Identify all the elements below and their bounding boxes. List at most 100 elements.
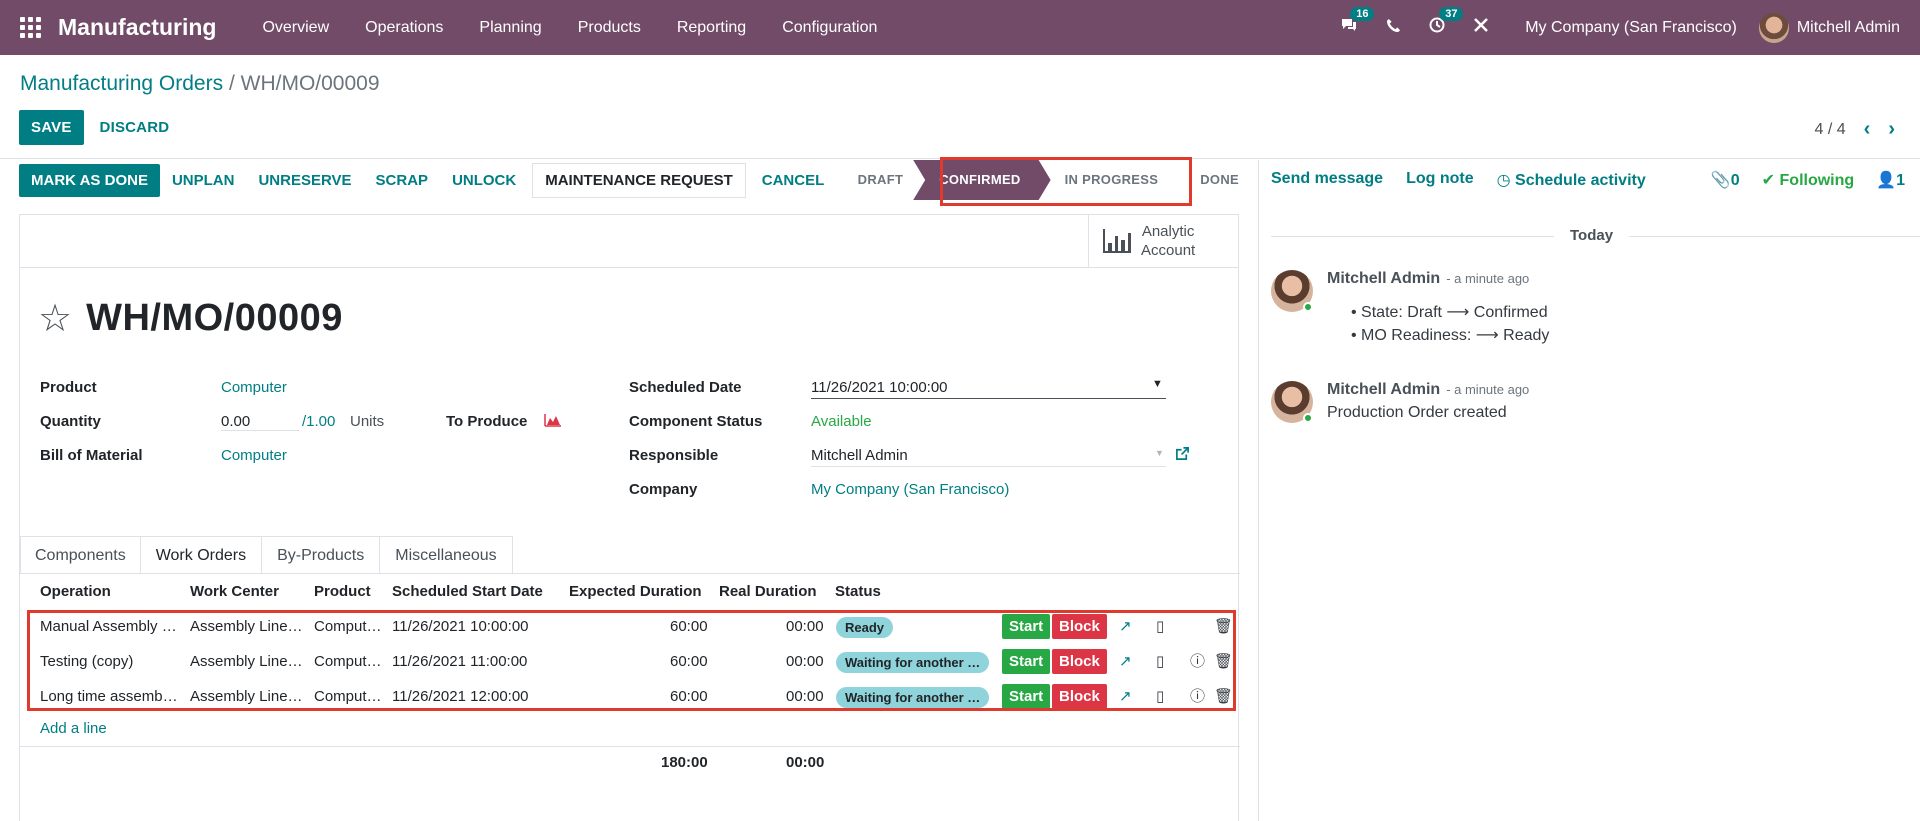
table-row[interactable]: Manual Assembly … Assembly Line… Comput……: [22, 609, 1234, 644]
tab-miscellaneous[interactable]: Miscellaneous: [379, 536, 513, 574]
cell-product: Comput…: [314, 618, 382, 635]
pager-previous-icon[interactable]: ‹: [1863, 118, 1871, 140]
cell-start-date: 11/26/2021 11:00:00: [392, 653, 528, 670]
menu-planning[interactable]: Planning: [479, 18, 542, 36]
menu-reporting[interactable]: Reporting: [676, 18, 747, 36]
message-time: - a minute ago: [1446, 271, 1530, 286]
external-link-icon[interactable]: [1175, 446, 1190, 465]
open-external-icon[interactable]: ↗: [1119, 688, 1132, 705]
pager-value[interactable]: 4 / 4: [1814, 120, 1846, 138]
unreserve-button[interactable]: UNRESERVE: [258, 171, 352, 189]
smart-button-row: Analytic Account: [20, 215, 1238, 268]
pager-next-icon[interactable]: ›: [1888, 118, 1895, 140]
start-button[interactable]: Start: [1002, 649, 1051, 674]
schedule-activity-button[interactable]: ◷ Schedule activity: [1496, 172, 1646, 189]
main-menu: Overview Operations Planning Products Re…: [244, 19, 895, 37]
cell-expected-duration: 60:00: [670, 653, 708, 670]
menu-configuration[interactable]: Configuration: [782, 18, 878, 36]
menu-operations[interactable]: Operations: [365, 18, 444, 36]
tab-by-products[interactable]: By-Products: [261, 536, 381, 574]
tab-work-orders[interactable]: Work Orders: [139, 536, 263, 574]
block-button[interactable]: Block: [1052, 684, 1107, 709]
header-status[interactable]: Status: [835, 583, 881, 600]
stage-draft[interactable]: DRAFT: [857, 172, 904, 187]
menu-overview[interactable]: Overview: [262, 18, 330, 36]
block-button[interactable]: Block: [1052, 614, 1107, 639]
online-status-icon: [1303, 413, 1313, 423]
header-product[interactable]: Product: [314, 583, 371, 600]
save-button[interactable]: SAVE: [19, 110, 84, 145]
company-switcher[interactable]: My Company (San Francisco): [1525, 18, 1737, 36]
phone-icon[interactable]: [1386, 18, 1401, 38]
tablet-icon[interactable]: ▯: [1156, 653, 1165, 670]
company-value[interactable]: My Company (San Francisco): [811, 481, 1010, 498]
log-note-button[interactable]: Log note: [1406, 170, 1474, 187]
attachments-button[interactable]: 📎0: [1710, 172, 1740, 189]
star-priority-icon[interactable]: ☆: [38, 297, 73, 340]
app-name[interactable]: Manufacturing: [58, 14, 217, 40]
table-row[interactable]: Long time assemb… Assembly Line… Comput……: [22, 679, 1234, 714]
apps-grid-icon[interactable]: [20, 17, 42, 39]
header-operation[interactable]: Operation: [40, 583, 111, 600]
chatter-follow: 📎0 ✔ Following 👤1: [1711, 170, 1905, 190]
stage-done[interactable]: DONE: [1200, 172, 1239, 187]
user-menu[interactable]: Mitchell Admin: [1758, 12, 1900, 43]
tablet-icon[interactable]: ▯: [1156, 688, 1165, 705]
forecast-chart-icon[interactable]: [544, 413, 562, 431]
tab-components[interactable]: Components: [20, 536, 141, 574]
menu-products[interactable]: Products: [577, 18, 641, 36]
send-message-button[interactable]: Send message: [1271, 170, 1384, 187]
open-external-icon[interactable]: ↗: [1119, 653, 1132, 670]
maintenance-request-button[interactable]: MAINTENANCE REQUEST: [532, 162, 746, 198]
tablet-icon[interactable]: ▯: [1156, 618, 1165, 635]
trash-icon[interactable]: 🗑: [1214, 688, 1234, 705]
chatter-panel: Send message Log note ◷ Schedule activit…: [1258, 160, 1920, 821]
start-button[interactable]: Start: [1002, 614, 1051, 639]
responsible-input[interactable]: Mitchell Admin: [811, 447, 1166, 467]
header-expected-duration[interactable]: Expected Duration: [569, 583, 702, 600]
total-real-duration: 00:00: [786, 754, 825, 771]
scheduled-date-input[interactable]: 11/26/2021 10:00:00: [811, 379, 1166, 399]
unplan-button[interactable]: UNPLAN: [171, 171, 235, 189]
mark-as-done-button[interactable]: MARK AS DONE: [19, 163, 160, 197]
cancel-button[interactable]: CANCEL: [761, 171, 825, 189]
info-icon[interactable]: ⓘ: [1190, 653, 1206, 670]
cell-expected-duration: 60:00: [670, 618, 708, 635]
scrap-button[interactable]: SCRAP: [375, 171, 429, 189]
message-body: Production Order created: [1327, 404, 1507, 421]
info-icon[interactable]: ⓘ: [1190, 688, 1206, 705]
discard-button[interactable]: DISCARD: [99, 119, 170, 136]
debug-tools-icon[interactable]: [1473, 17, 1489, 38]
analytic-account-label: Analytic Account: [1141, 223, 1196, 259]
header-scheduled-start[interactable]: Scheduled Start Date: [392, 583, 543, 600]
table-row[interactable]: Testing (copy) Assembly Line… Comput… 11…: [22, 644, 1234, 679]
stage-confirmed[interactable]: CONFIRMED: [913, 160, 1050, 200]
start-button[interactable]: Start: [1002, 684, 1051, 709]
trash-icon[interactable]: 🗑: [1214, 618, 1234, 635]
analytic-account-button[interactable]: Analytic Account: [1088, 215, 1238, 267]
add-line-link[interactable]: Add a line: [40, 720, 107, 737]
following-button[interactable]: ✔ Following: [1761, 172, 1855, 189]
block-button[interactable]: Block: [1052, 649, 1107, 674]
cell-real-duration: 00:00: [786, 688, 824, 705]
component-status-label: Component Status: [629, 413, 763, 430]
bom-value[interactable]: Computer: [221, 447, 287, 464]
chat-icon[interactable]: 16: [1340, 7, 1375, 38]
product-value[interactable]: Computer: [221, 379, 287, 396]
stage-in-progress[interactable]: IN PROGRESS: [1064, 172, 1159, 187]
breadcrumb-parent[interactable]: Manufacturing Orders: [20, 72, 224, 95]
unlock-button[interactable]: UNLOCK: [452, 171, 517, 189]
header-work-center[interactable]: Work Center: [190, 583, 279, 600]
header-real-duration[interactable]: Real Duration: [719, 583, 817, 600]
caret-down-icon[interactable]: ▼: [1152, 378, 1163, 390]
activity-clock-icon[interactable]: 37: [1429, 7, 1464, 38]
quantity-input[interactable]: 0.00: [221, 413, 299, 431]
chat-badge: 16: [1350, 7, 1375, 21]
trash-icon[interactable]: 🗑: [1214, 653, 1234, 670]
open-external-icon[interactable]: ↗: [1119, 618, 1132, 635]
message-time: - a minute ago: [1446, 382, 1530, 397]
followers-button[interactable]: 👤1: [1876, 172, 1905, 189]
online-status-icon: [1303, 302, 1313, 312]
highlight-stage-box: [940, 157, 1192, 206]
responsible-caret-icon[interactable]: ▼: [1155, 448, 1164, 458]
